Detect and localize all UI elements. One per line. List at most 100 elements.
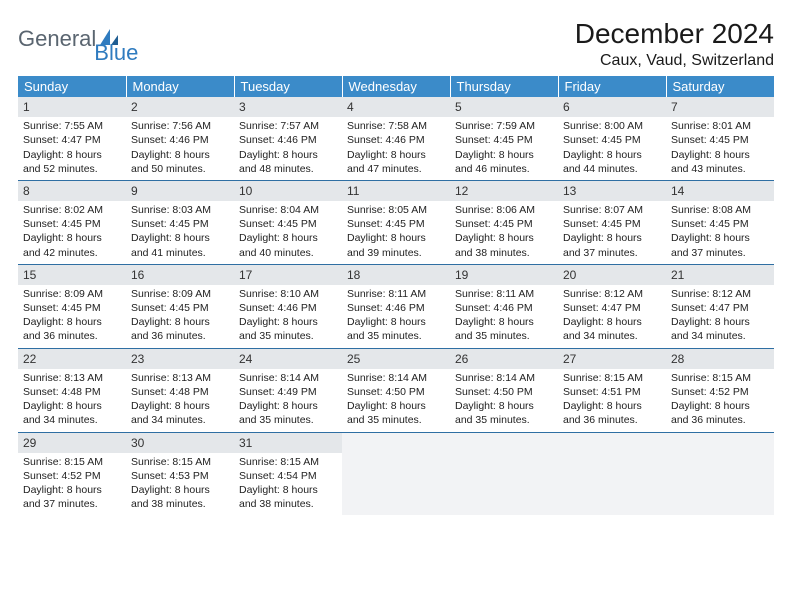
day-body: Sunrise: 8:15 AMSunset: 4:52 PMDaylight:…	[18, 453, 126, 516]
day-body: Sunrise: 8:12 AMSunset: 4:47 PMDaylight:…	[558, 285, 666, 348]
daylight-line: Daylight: 8 hours and 37 minutes.	[563, 231, 661, 259]
logo-text-blue: Blue	[94, 40, 138, 66]
calendar-cell: 6Sunrise: 8:00 AMSunset: 4:45 PMDaylight…	[558, 97, 666, 180]
calendar-cell: 1Sunrise: 7:55 AMSunset: 4:47 PMDaylight…	[18, 97, 126, 180]
calendar-body: 1Sunrise: 7:55 AMSunset: 4:47 PMDaylight…	[18, 97, 774, 515]
calendar-cell: 10Sunrise: 8:04 AMSunset: 4:45 PMDayligh…	[234, 180, 342, 264]
sunset-line: Sunset: 4:45 PM	[23, 301, 121, 315]
day-body: Sunrise: 8:10 AMSunset: 4:46 PMDaylight:…	[234, 285, 342, 348]
calendar-cell: 28 Sunrise: 8:15 AMSunset: 4:52 PMDayligh…	[666, 348, 774, 432]
calendar-cell: 13Sunrise: 8:07 AMSunset: 4:45 PMDayligh…	[558, 180, 666, 264]
calendar-cell: 16Sunrise: 8:09 AMSunset: 4:45 PMDayligh…	[126, 264, 234, 348]
sunset-line: Sunset: 4:45 PM	[239, 217, 337, 231]
calendar-cell: 18Sunrise: 8:11 AMSunset: 4:46 PMDayligh…	[342, 264, 450, 348]
calendar-cell: 8Sunrise: 8:02 AMSunset: 4:45 PMDaylight…	[18, 180, 126, 264]
day-body: Sunrise: 8:15 AMSunset: 4:53 PMDaylight:…	[126, 453, 234, 516]
sunrise-line: Sunrise: 7:55 AM	[23, 119, 121, 133]
weekday-header: Thursday	[450, 76, 558, 97]
calendar-cell: 24Sunrise: 8:14 AMSunset: 4:49 PMDayligh…	[234, 348, 342, 432]
day-body: Sunrise: 8:14 AMSunset: 4:50 PMDaylight:…	[450, 369, 558, 432]
day-body: Sunrise: 7:55 AMSunset: 4:47 PMDaylight:…	[18, 117, 126, 180]
daylight-line: Daylight: 8 hours and 38 minutes.	[131, 483, 229, 511]
daylight-line: Daylight: 8 hours and 35 minutes.	[347, 315, 445, 343]
calendar-head: SundayMondayTuesdayWednesdayThursdayFrid…	[18, 76, 774, 97]
sunrise-line: Sunrise: 8:14 AM	[347, 371, 445, 385]
sunrise-line: Sunrise: 8:14 AM	[239, 371, 337, 385]
daylight-line: Daylight: 8 hours and 50 minutes.	[131, 148, 229, 176]
sunset-line: Sunset: 4:45 PM	[23, 217, 121, 231]
day-number: 5	[450, 97, 558, 117]
sunset-line: Sunset: 4:46 PM	[347, 301, 445, 315]
day-number: 7	[666, 97, 774, 117]
sunset-line: Sunset: 4:52 PM	[671, 385, 769, 399]
weekday-header: Friday	[558, 76, 666, 97]
day-number: 13	[558, 181, 666, 201]
sunrise-line: Sunrise: 8:14 AM	[455, 371, 553, 385]
day-body: Sunrise: 8:13 AMSunset: 4:48 PMDaylight:…	[18, 369, 126, 432]
sunset-line: Sunset: 4:53 PM	[131, 469, 229, 483]
sunrise-line: Sunrise: 8:12 AM	[563, 287, 661, 301]
sunset-line: Sunset: 4:45 PM	[455, 217, 553, 231]
day-number: 29	[18, 433, 126, 453]
day-number: 1	[18, 97, 126, 117]
day-body: Sunrise: 8:13 AMSunset: 4:48 PMDaylight:…	[126, 369, 234, 432]
calendar-cell: 2Sunrise: 7:56 AMSunset: 4:46 PMDaylight…	[126, 97, 234, 180]
sunset-line: Sunset: 4:47 PM	[671, 301, 769, 315]
day-body: Sunrise: 8:14 AMSunset: 4:50 PMDaylight:…	[342, 369, 450, 432]
daylight-line: Daylight: 8 hours and 35 minutes.	[239, 399, 337, 427]
day-number: 15	[18, 265, 126, 285]
day-number: 19	[450, 265, 558, 285]
day-body: Sunrise: 7:56 AMSunset: 4:46 PMDaylight:…	[126, 117, 234, 180]
sunrise-line: Sunrise: 8:15 AM	[671, 371, 769, 385]
day-body: Sunrise: 8:03 AMSunset: 4:45 PMDaylight:…	[126, 201, 234, 264]
calendar-cell: 22Sunrise: 8:13 AMSunset: 4:48 PMDayligh…	[18, 348, 126, 432]
daylight-line: Daylight: 8 hours and 36 minutes.	[131, 315, 229, 343]
calendar-cell: 21Sunrise: 8:12 AMSunset: 4:47 PMDayligh…	[666, 264, 774, 348]
day-number: 27	[558, 349, 666, 369]
calendar-cell: 27Sunrise: 8:15 AMSunset: 4:51 PMDayligh…	[558, 348, 666, 432]
day-body: Sunrise: 8:05 AMSunset: 4:45 PMDaylight:…	[342, 201, 450, 264]
sunrise-line: Sunrise: 8:05 AM	[347, 203, 445, 217]
day-number: 16	[126, 265, 234, 285]
day-number: 30	[126, 433, 234, 453]
day-body: Sunrise: 8:08 AMSunset: 4:45 PMDaylight:…	[666, 201, 774, 264]
day-body: Sunrise: 8:00 AMSunset: 4:45 PMDaylight:…	[558, 117, 666, 180]
day-body: Sunrise: 8:04 AMSunset: 4:45 PMDaylight:…	[234, 201, 342, 264]
sunset-line: Sunset: 4:51 PM	[563, 385, 661, 399]
day-body: Sunrise: 8:12 AMSunset: 4:47 PMDaylight:…	[666, 285, 774, 348]
daylight-line: Daylight: 8 hours and 47 minutes.	[347, 148, 445, 176]
day-number: 3	[234, 97, 342, 117]
calendar-table: SundayMondayTuesdayWednesdayThursdayFrid…	[18, 76, 774, 515]
daylight-line: Daylight: 8 hours and 36 minutes.	[671, 399, 769, 427]
sunset-line: Sunset: 4:47 PM	[23, 133, 121, 147]
calendar-cell	[666, 432, 774, 515]
day-number: 22	[18, 349, 126, 369]
day-number: 14	[666, 181, 774, 201]
daylight-line: Daylight: 8 hours and 52 minutes.	[23, 148, 121, 176]
daylight-line: Daylight: 8 hours and 36 minutes.	[23, 315, 121, 343]
sunrise-line: Sunrise: 8:08 AM	[671, 203, 769, 217]
sunset-line: Sunset: 4:45 PM	[131, 217, 229, 231]
day-number: 23	[126, 349, 234, 369]
day-number: 26	[450, 349, 558, 369]
daylight-line: Daylight: 8 hours and 38 minutes.	[455, 231, 553, 259]
calendar-cell: 26Sunrise: 8:14 AMSunset: 4:50 PMDayligh…	[450, 348, 558, 432]
day-body: Sunrise: 8:14 AMSunset: 4:49 PMDaylight:…	[234, 369, 342, 432]
sunset-line: Sunset: 4:46 PM	[455, 301, 553, 315]
day-number: 11	[342, 181, 450, 201]
logo: General Blue	[18, 18, 166, 52]
daylight-line: Daylight: 8 hours and 43 minutes.	[671, 148, 769, 176]
sunrise-line: Sunrise: 8:13 AM	[131, 371, 229, 385]
logo-text-general: General	[18, 26, 96, 52]
calendar-cell: 17Sunrise: 8:10 AMSunset: 4:46 PMDayligh…	[234, 264, 342, 348]
sunrise-line: Sunrise: 8:09 AM	[131, 287, 229, 301]
day-number: 21	[666, 265, 774, 285]
daylight-line: Daylight: 8 hours and 35 minutes.	[239, 315, 337, 343]
day-body: Sunrise: 8:11 AMSunset: 4:46 PMDaylight:…	[450, 285, 558, 348]
day-number: 28	[666, 349, 774, 369]
daylight-line: Daylight: 8 hours and 46 minutes.	[455, 148, 553, 176]
calendar-cell	[558, 432, 666, 515]
day-number: 4	[342, 97, 450, 117]
sunrise-line: Sunrise: 8:11 AM	[455, 287, 553, 301]
sunrise-line: Sunrise: 8:15 AM	[131, 455, 229, 469]
